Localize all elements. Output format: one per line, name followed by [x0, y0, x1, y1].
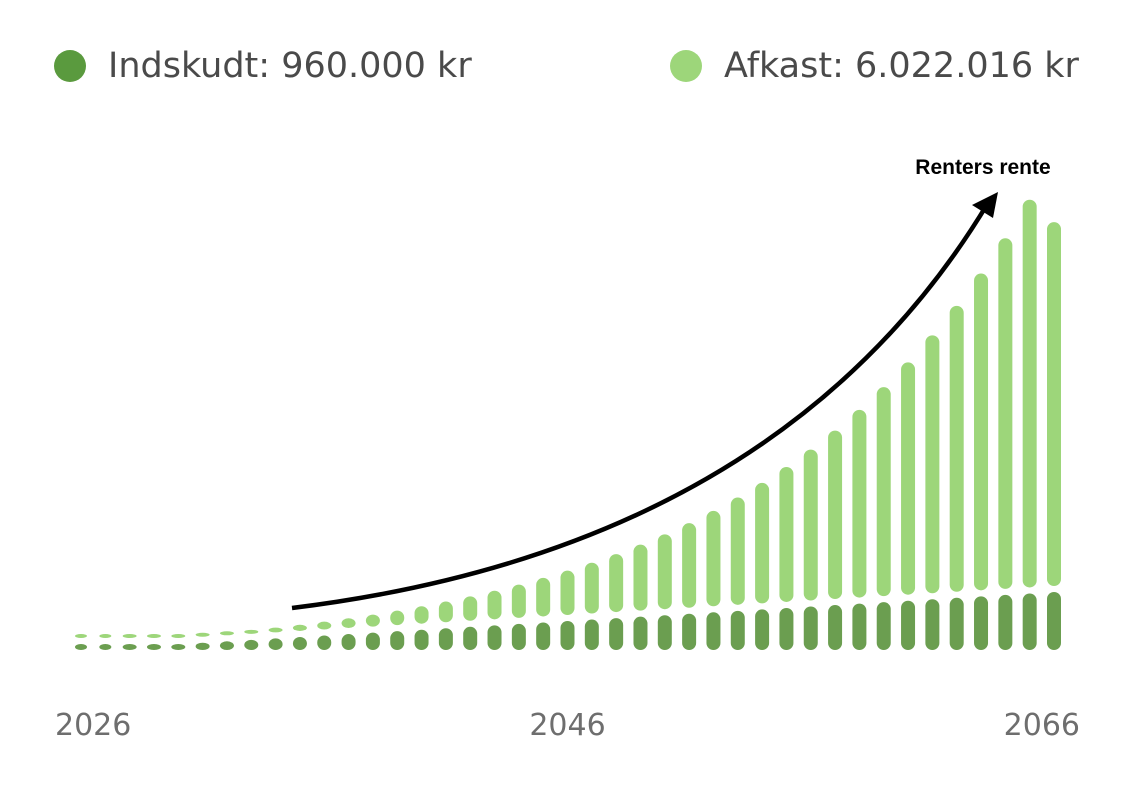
- x-tick-2066: 2066: [1004, 708, 1080, 743]
- bar-indskudt-2027: [99, 644, 112, 650]
- bar-indskudt-2031: [195, 642, 210, 650]
- legend: Indskudt: 960.000 kr Afkast: 6.022.016 k…: [0, 36, 1140, 96]
- bar-afkast-2063: [974, 273, 989, 591]
- bar-afkast-2036: [317, 621, 332, 630]
- bar-indskudt-2055: [779, 607, 794, 650]
- bar-indskudt-2028: [122, 644, 137, 650]
- bar-afkast-2037: [341, 618, 356, 629]
- bar-afkast-2045: [536, 577, 551, 617]
- bar-afkast-2059: [876, 387, 891, 597]
- bar-afkast-2030: [171, 634, 186, 638]
- bar-afkast-2035: [292, 624, 307, 631]
- growth-arrow-head: [972, 192, 998, 218]
- bar-indskudt-2054: [755, 609, 770, 650]
- growth-arrow: [291, 201, 990, 611]
- bar-indskudt-2041: [438, 628, 453, 650]
- bar-afkast-2049: [633, 544, 648, 611]
- bar-afkast-2033: [244, 629, 259, 634]
- bar-afkast-2064: [998, 238, 1013, 589]
- bar-indskudt-2034: [268, 638, 283, 650]
- bar-indskudt-2058: [852, 603, 867, 650]
- bar-afkast-2050: [657, 534, 672, 610]
- bar-indskudt-2051: [682, 613, 697, 650]
- bar-indskudt-2059: [876, 602, 891, 650]
- bar-indskudt-2064: [998, 594, 1013, 650]
- bar-afkast-2053: [730, 497, 745, 605]
- bar-indskudt-2048: [609, 618, 624, 650]
- bar-indskudt-2057: [828, 605, 843, 650]
- bar-afkast-2056: [803, 449, 818, 601]
- bar-afkast-2065: [1022, 199, 1037, 588]
- bar-indskudt-2030: [171, 644, 186, 650]
- bar-indskudt-2044: [511, 623, 526, 650]
- bar-afkast-2051: [682, 523, 697, 608]
- bar-indskudt-2063: [974, 596, 989, 650]
- legend-label-indskudt: Indskudt: 960.000 kr: [108, 46, 472, 86]
- bar-afkast-2040: [414, 606, 429, 624]
- bar-afkast-2058: [852, 409, 867, 598]
- bar-afkast-2031: [195, 632, 210, 637]
- bar-afkast-2066: [1047, 222, 1061, 586]
- bar-indskudt-2036: [317, 635, 332, 650]
- bar-afkast-2061: [925, 335, 940, 594]
- bar-indskudt-2061: [925, 599, 940, 650]
- x-axis-ticks: 2026 2046 2066: [55, 708, 1080, 743]
- bar-indskudt-2037: [341, 634, 356, 650]
- bar-afkast-2046: [560, 570, 575, 615]
- bar-indskudt-2039: [390, 631, 405, 650]
- bar-indskudt-2056: [803, 606, 818, 650]
- bar-indskudt-2029: [146, 644, 161, 650]
- bar-indskudt-2065: [1022, 593, 1037, 650]
- bar-indskudt-2049: [633, 616, 648, 650]
- x-tick-2026: 2026: [55, 708, 131, 743]
- annotation-renters-rente: Renters rente: [915, 156, 1050, 179]
- bar-afkast-2042: [463, 596, 478, 621]
- bar-indskudt-2046: [560, 621, 575, 650]
- legend-dot-indskudt: [54, 50, 86, 82]
- legend-dot-afkast: [670, 50, 702, 82]
- bar-indskudt-2047: [584, 619, 599, 650]
- bar-afkast-2062: [949, 305, 964, 592]
- bar-afkast-2060: [901, 362, 916, 595]
- x-tick-2046: 2046: [529, 708, 605, 743]
- bar-indskudt-2032: [219, 641, 234, 650]
- bar-afkast-2038: [365, 614, 380, 627]
- bar-afkast-2029: [146, 634, 161, 638]
- bar-afkast-2054: [755, 482, 770, 604]
- bar-indskudt-2043: [487, 625, 502, 650]
- bar-indskudt-2026: [75, 644, 87, 650]
- bar-afkast-2044: [511, 584, 526, 618]
- bars-group: [75, 199, 1061, 650]
- bar-afkast-2047: [584, 562, 599, 614]
- bar-indskudt-2038: [365, 632, 380, 650]
- legend-item-indskudt: Indskudt: 960.000 kr: [54, 36, 472, 96]
- bar-indskudt-2035: [292, 636, 307, 650]
- bar-indskudt-2060: [901, 600, 916, 650]
- bar-afkast-2027: [99, 634, 112, 638]
- bar-afkast-2055: [779, 466, 794, 602]
- bar-afkast-2026: [75, 634, 87, 638]
- legend-label-afkast: Afkast: 6.022.016 kr: [724, 46, 1079, 86]
- bar-indskudt-2066: [1047, 592, 1061, 650]
- bar-afkast-2052: [706, 510, 721, 607]
- bar-indskudt-2040: [414, 629, 429, 650]
- bar-afkast-2041: [438, 601, 453, 623]
- bar-afkast-2032: [219, 631, 234, 636]
- bar-indskudt-2033: [244, 639, 259, 650]
- bar-afkast-2039: [390, 610, 405, 626]
- legend-item-afkast: Afkast: 6.022.016 kr: [670, 36, 1079, 96]
- bar-afkast-2043: [487, 590, 502, 620]
- bar-indskudt-2052: [706, 612, 721, 650]
- bar-afkast-2057: [828, 430, 843, 600]
- bar-afkast-2048: [609, 554, 624, 613]
- bar-indskudt-2050: [657, 615, 672, 650]
- bar-indskudt-2062: [949, 597, 964, 650]
- bar-indskudt-2045: [536, 622, 551, 650]
- bar-afkast-2028: [122, 634, 137, 638]
- bar-indskudt-2053: [730, 610, 745, 650]
- bar-afkast-2034: [268, 627, 283, 633]
- bar-indskudt-2042: [463, 626, 478, 650]
